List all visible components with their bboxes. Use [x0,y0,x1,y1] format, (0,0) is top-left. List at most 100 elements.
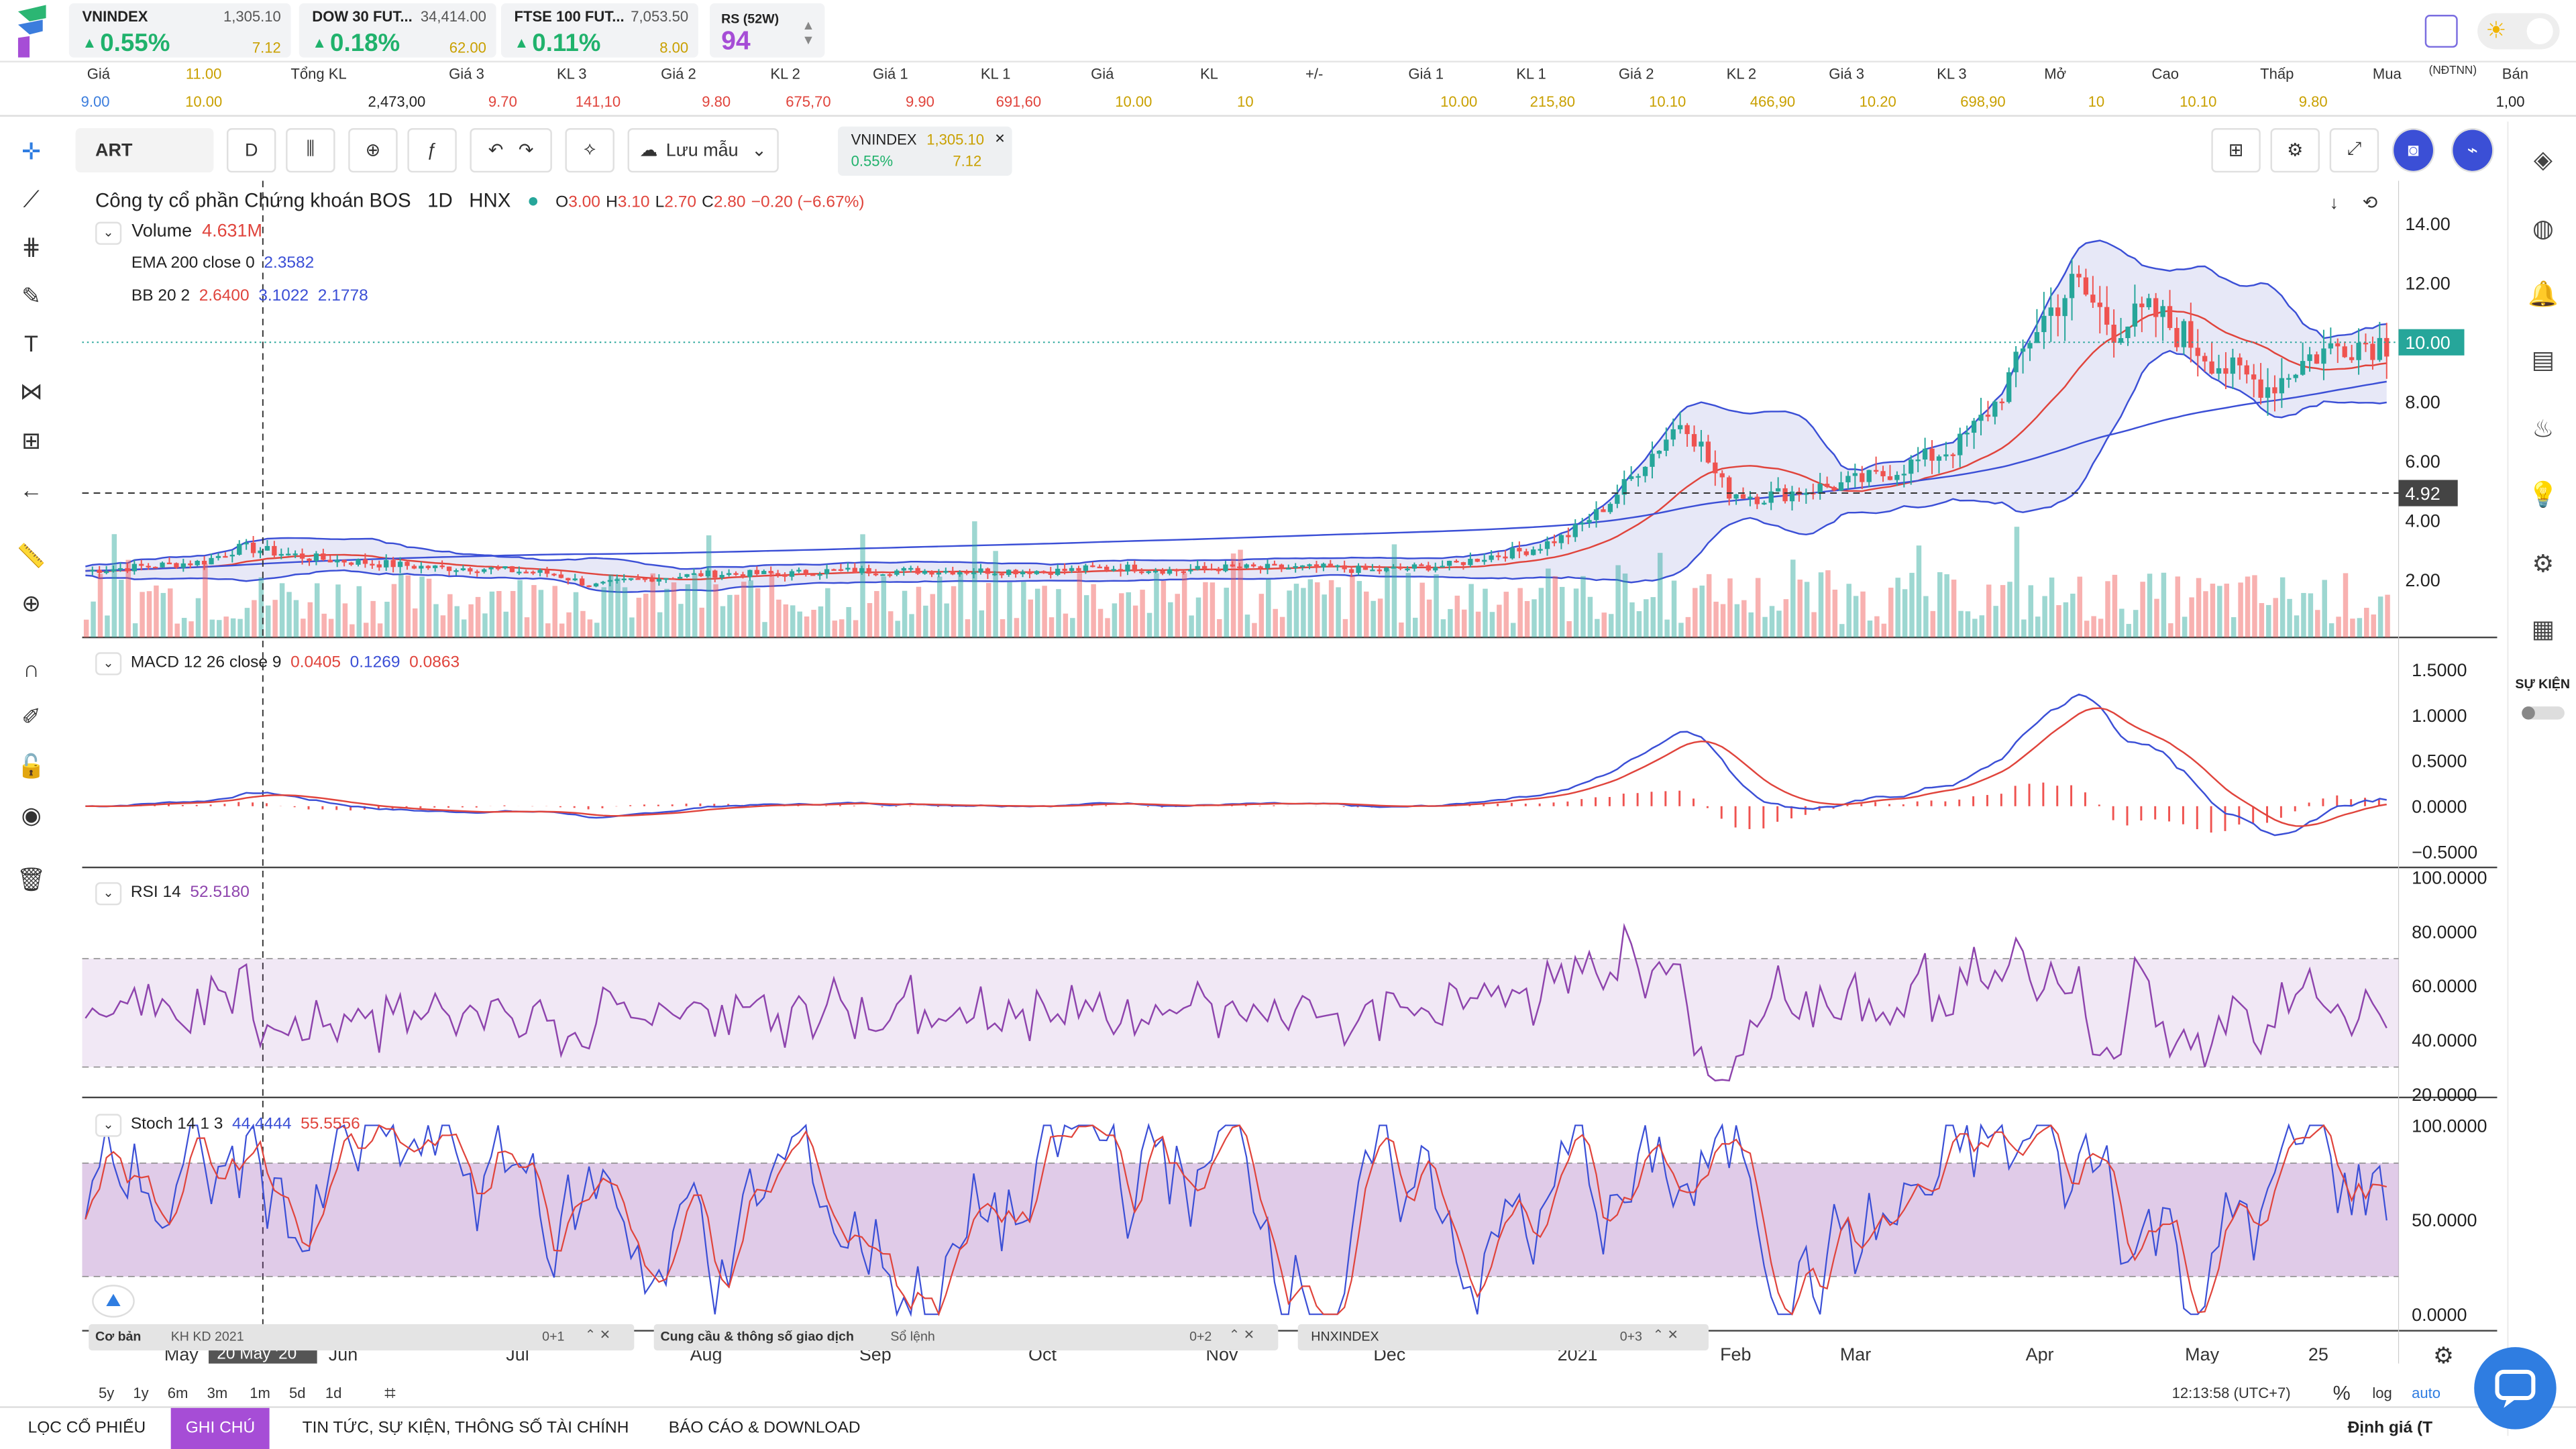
mountain-icon[interactable]: ⛰ [92,1285,135,1318]
range-1m[interactable]: 1m [250,1385,270,1401]
prediction-icon[interactable]: ⊞ [21,427,41,453]
range-5d[interactable]: 5d [289,1385,306,1401]
volume-bar [1181,573,1187,638]
tab-bao-cao[interactable]: BÁO CÁO & DOWNLOAD [668,1419,861,1438]
lock-drawing-icon[interactable]: ✐ [21,703,41,730]
range-3m[interactable]: 3m [207,1385,228,1401]
interval-button[interactable]: D [226,128,276,173]
book-value: 9.70 [488,93,517,111]
candle-body [1719,473,1725,478]
sort-icon[interactable]: ▲ ▼ [802,17,815,48]
range-1d[interactable]: 1d [325,1385,342,1401]
zoom-in-icon[interactable]: ⊕ [21,590,41,616]
candle-body [558,574,564,578]
settings-icon[interactable]: ⚙ [2270,128,2320,173]
collapse-icon[interactable]: ⌄ [95,882,122,906]
range-5y[interactable]: 5y [98,1385,115,1401]
rs-card[interactable]: RS (52W) 94 ▲ ▼ [709,3,825,58]
eye-icon[interactable]: ◉ [21,802,42,828]
tab-loc-co-phieu[interactable]: LỌC CỔ PHIẾU [28,1419,146,1438]
globe-icon[interactable]: ◍ [2532,215,2555,244]
tab-dinh-gia[interactable]: Định giá (T [2347,1419,2433,1438]
book-header: Giá 2 [1618,65,1654,83]
calendar-icon[interactable]: ▦ [2531,616,2555,645]
candle-body [2076,274,2082,278]
crosshair-price-label: 4.92 [2405,484,2440,504]
volume-bar [1860,591,1866,638]
candle-body [1817,484,1823,494]
calendar-range-icon[interactable]: ⌗ [384,1381,396,1405]
ruler-icon[interactable]: 📏 [17,542,46,569]
scale-log[interactable]: log [2372,1385,2392,1401]
price-chart[interactable]: 14.0012.0010.008.006.004.002.0010.004.92… [82,180,2498,1364]
trash-icon[interactable]: 🗑 [16,865,46,892]
book-header: Thấp [2260,65,2294,83]
candle-body [1538,549,1543,551]
indicator-fx-icon[interactable]: ƒ [407,128,457,173]
lightbulb-icon[interactable]: 💡 [2528,481,2559,510]
volume-bar [923,605,928,638]
layers-icon[interactable]: ◈ [2533,146,2553,174]
volume-bar [2377,596,2383,638]
unlock-icon[interactable]: 🔓 [17,752,46,779]
volume-bar [426,578,432,638]
candle-body [1446,561,1452,566]
fib-icon[interactable]: ⋕ [21,233,41,260]
text-icon[interactable]: T [24,330,39,357]
theme-toggle[interactable]: ☀ [2477,13,2560,50]
add-indicator-icon[interactable]: ⊕ [348,128,398,173]
axis-settings-icon[interactable]: ⚙ [2433,1344,2454,1364]
compare-icon[interactable]: ⟡ [565,128,614,173]
index-card-dow[interactable]: DOW 30 FUT... 34,414.00 ▲ 0.18% 62.00 [299,3,496,58]
chat-button[interactable] [2474,1347,2557,1430]
candle-body [2258,379,2263,398]
scale-auto[interactable]: auto [2412,1385,2441,1401]
candle-type-icon[interactable]: ⫼ [286,128,335,173]
collapse-icon[interactable]: ⌄ [95,1114,122,1137]
magnet-icon[interactable]: ∩ [23,655,40,682]
volume-bar [1077,573,1082,638]
volume-bar [2336,616,2341,638]
candle-body [1768,491,1774,503]
bell-icon[interactable]: 🔔 [2528,280,2559,309]
macd-histogram-bar [335,806,338,810]
index-card-vnindex[interactable]: VNINDEX 1,305.10 ▲ 0.55% 7.12 [68,3,291,58]
layout-icon[interactable]: ⊞ [2211,128,2261,173]
collapse-icon[interactable]: ⌄ [95,221,122,245]
panel-fundamentals[interactable]: Cơ bản KH KD 2021 0+1 ⌃ ✕ [89,1324,635,1351]
book-value: 10 [1237,93,1254,111]
candle-body [754,570,759,574]
app-logo[interactable] [13,5,56,58]
events-toggle[interactable] [2522,706,2565,720]
index-card-ftse[interactable]: FTSE 100 FUT... 7,053.50 ▲ 0.11% 8.00 [500,3,698,58]
range-6m[interactable]: 6m [167,1385,189,1401]
save-template-button[interactable]: ☁ Lưu mẫu ⌄ [627,128,779,173]
close-icon[interactable]: ✕ [994,131,1006,146]
panel-hnxindex[interactable]: HNXINDEX 0+3 ⌃ ✕ [1297,1324,1709,1351]
book-header: KL 2 [1726,65,1757,83]
volume-bar [307,602,313,638]
screenshot-icon[interactable]: ◙ [2392,128,2435,173]
symbol-input[interactable]: ART [75,128,214,173]
tab-tin-tuc[interactable]: TIN TỨC, SỰ KIỆN, THÔNG SỐ TÀI CHÍNH [302,1419,629,1438]
range-1y[interactable]: 1y [133,1385,149,1401]
trendline-icon[interactable]: ⟋ [23,185,40,212]
undo-redo[interactable]: ↶ ↷ [470,128,552,173]
report-icon[interactable]: ▤ [2531,346,2555,375]
tab-ghi-chu[interactable]: GHI CHÚ [170,1407,270,1449]
candle-body [782,574,788,577]
fire-icon[interactable]: ♨ [2532,415,2555,444]
crosshair-icon[interactable]: ✛ [21,138,41,164]
legend-interval: 1D [427,189,453,212]
notes-icon[interactable] [2424,15,2458,48]
fullscreen-icon[interactable]: ⤢ [2329,128,2379,173]
brush-icon[interactable]: ✎ [21,282,41,309]
mini-index-widget[interactable]: VNINDEX 1,305.10 0.55% 7.12 ✕ [837,126,1012,176]
panel-supply-demand[interactable]: Cung cầu & thông số giao dịch Sổ lệnh 0+… [653,1324,1279,1351]
broadcast-icon[interactable]: ⌁ [2451,128,2494,173]
pattern-icon[interactable]: ⋈ [19,378,43,405]
scale-%[interactable]: % [2332,1381,2351,1405]
gear-icon[interactable]: ⚙ [2532,550,2555,579]
back-arrow-icon[interactable]: ← [19,476,43,503]
collapse-icon[interactable]: ⌄ [95,652,122,676]
